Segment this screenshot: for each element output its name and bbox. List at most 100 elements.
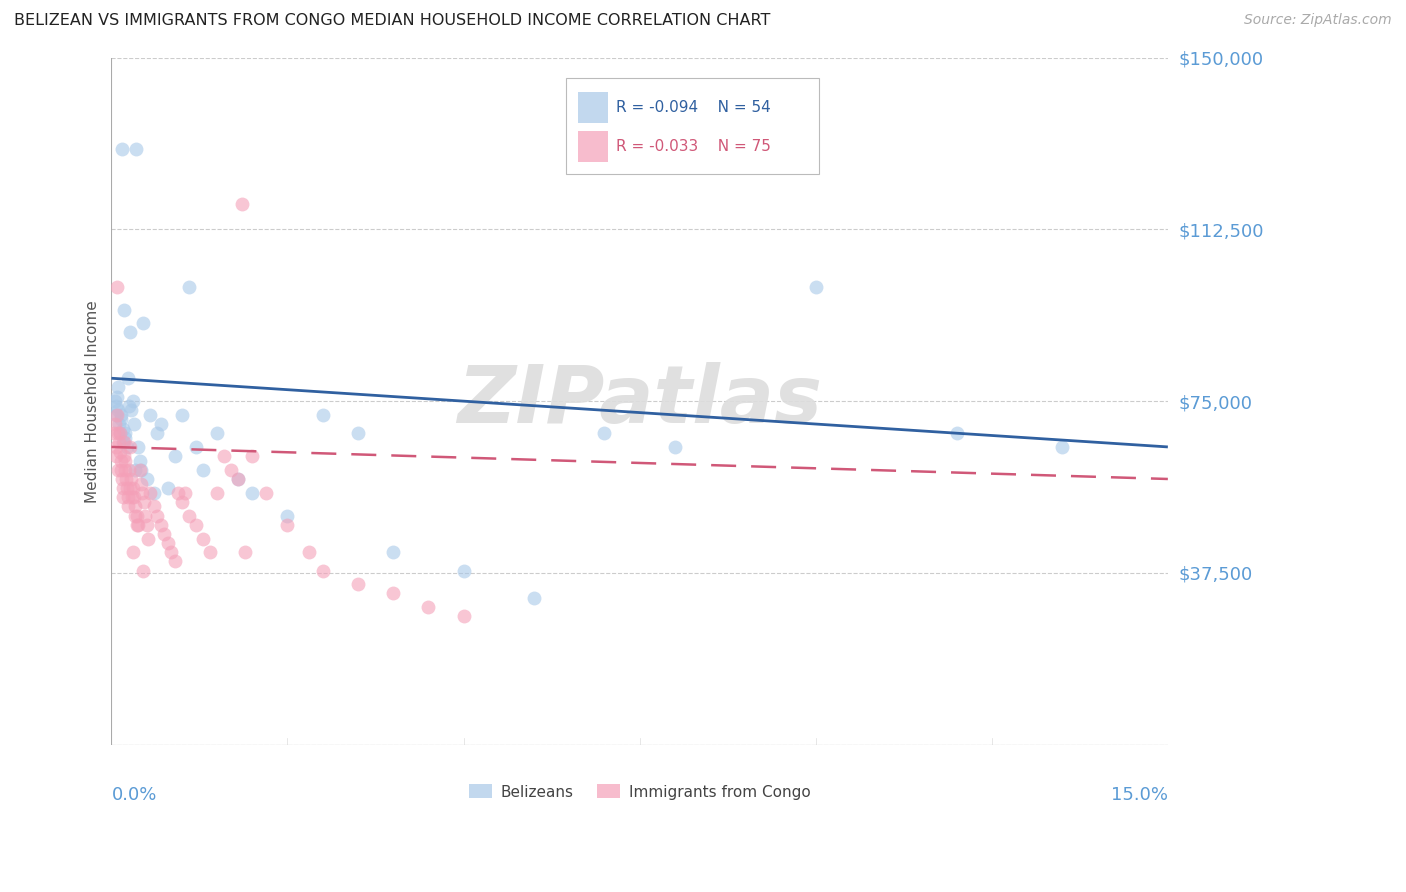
Point xyxy=(135,472,157,486)
Point xyxy=(276,508,298,523)
Point xyxy=(129,463,152,477)
Point xyxy=(139,485,162,500)
Point xyxy=(184,440,207,454)
Point xyxy=(226,472,249,486)
Point xyxy=(105,449,128,463)
Point xyxy=(104,408,127,422)
Point xyxy=(115,472,138,486)
Point xyxy=(110,412,132,426)
Point xyxy=(153,527,176,541)
Point xyxy=(104,394,127,409)
Text: ZIPatlas: ZIPatlas xyxy=(457,362,823,440)
Point xyxy=(105,390,128,404)
Point xyxy=(191,532,214,546)
Point xyxy=(205,426,228,441)
Point xyxy=(115,481,138,495)
Point xyxy=(312,408,335,422)
Point xyxy=(347,577,370,591)
Point xyxy=(127,517,149,532)
Point xyxy=(112,435,135,450)
Point xyxy=(254,485,277,500)
Point xyxy=(124,500,146,514)
Point xyxy=(132,564,155,578)
Point xyxy=(205,485,228,500)
Point xyxy=(125,508,148,523)
Point xyxy=(312,564,335,578)
Point xyxy=(226,472,249,486)
Point xyxy=(347,426,370,441)
Point xyxy=(174,485,197,500)
Point xyxy=(231,197,253,211)
Text: R = -0.094    N = 54: R = -0.094 N = 54 xyxy=(616,100,770,115)
Point xyxy=(149,517,172,532)
Point xyxy=(110,453,132,467)
Point xyxy=(120,326,142,340)
Point xyxy=(108,426,131,441)
Point xyxy=(107,380,129,394)
Point xyxy=(167,485,190,500)
Point xyxy=(170,495,193,509)
Point xyxy=(664,440,686,454)
Point xyxy=(107,426,129,441)
Point xyxy=(128,463,150,477)
Point xyxy=(142,500,165,514)
Point xyxy=(120,440,142,454)
Point xyxy=(114,426,136,441)
Point xyxy=(163,554,186,568)
Point xyxy=(191,463,214,477)
Point xyxy=(184,517,207,532)
Point xyxy=(170,408,193,422)
Point xyxy=(122,417,145,431)
Point xyxy=(523,591,546,605)
Point xyxy=(129,476,152,491)
Point xyxy=(127,517,149,532)
Point xyxy=(114,453,136,467)
Point xyxy=(104,417,127,431)
Point xyxy=(198,545,221,559)
Point xyxy=(945,426,967,441)
Point xyxy=(132,495,155,509)
Point xyxy=(382,586,405,600)
Point xyxy=(804,279,827,293)
Point xyxy=(112,491,135,505)
Point xyxy=(125,142,148,156)
Point xyxy=(114,431,136,445)
Point xyxy=(418,600,440,615)
Point xyxy=(120,403,142,417)
Point xyxy=(219,463,242,477)
Text: BELIZEAN VS IMMIGRANTS FROM CONGO MEDIAN HOUSEHOLD INCOME CORRELATION CHART: BELIZEAN VS IMMIGRANTS FROM CONGO MEDIAN… xyxy=(14,13,770,29)
Legend: Belizeans, Immigrants from Congo: Belizeans, Immigrants from Congo xyxy=(463,779,817,805)
Point xyxy=(121,491,143,505)
Point xyxy=(124,463,146,477)
Point xyxy=(111,472,134,486)
Point xyxy=(453,564,475,578)
Point xyxy=(177,279,200,293)
Point xyxy=(149,417,172,431)
Point xyxy=(163,449,186,463)
Point xyxy=(117,500,139,514)
Point xyxy=(111,481,134,495)
Point xyxy=(105,279,128,293)
Point xyxy=(233,545,256,559)
Point xyxy=(132,316,155,330)
Text: Source: ZipAtlas.com: Source: ZipAtlas.com xyxy=(1244,13,1392,28)
Point xyxy=(104,440,127,454)
Point xyxy=(112,302,135,317)
Point xyxy=(114,463,136,477)
Point xyxy=(212,449,235,463)
Point xyxy=(135,517,157,532)
Point xyxy=(115,440,138,454)
Point xyxy=(134,508,156,523)
Point xyxy=(127,440,149,454)
Point xyxy=(1050,440,1073,454)
Point xyxy=(131,485,153,500)
Point xyxy=(160,545,183,559)
Point xyxy=(112,449,135,463)
Point xyxy=(177,508,200,523)
Point xyxy=(108,417,131,431)
Point xyxy=(593,426,616,441)
Point xyxy=(117,371,139,385)
Point xyxy=(108,444,131,458)
Point xyxy=(107,403,129,417)
Point xyxy=(107,463,129,477)
